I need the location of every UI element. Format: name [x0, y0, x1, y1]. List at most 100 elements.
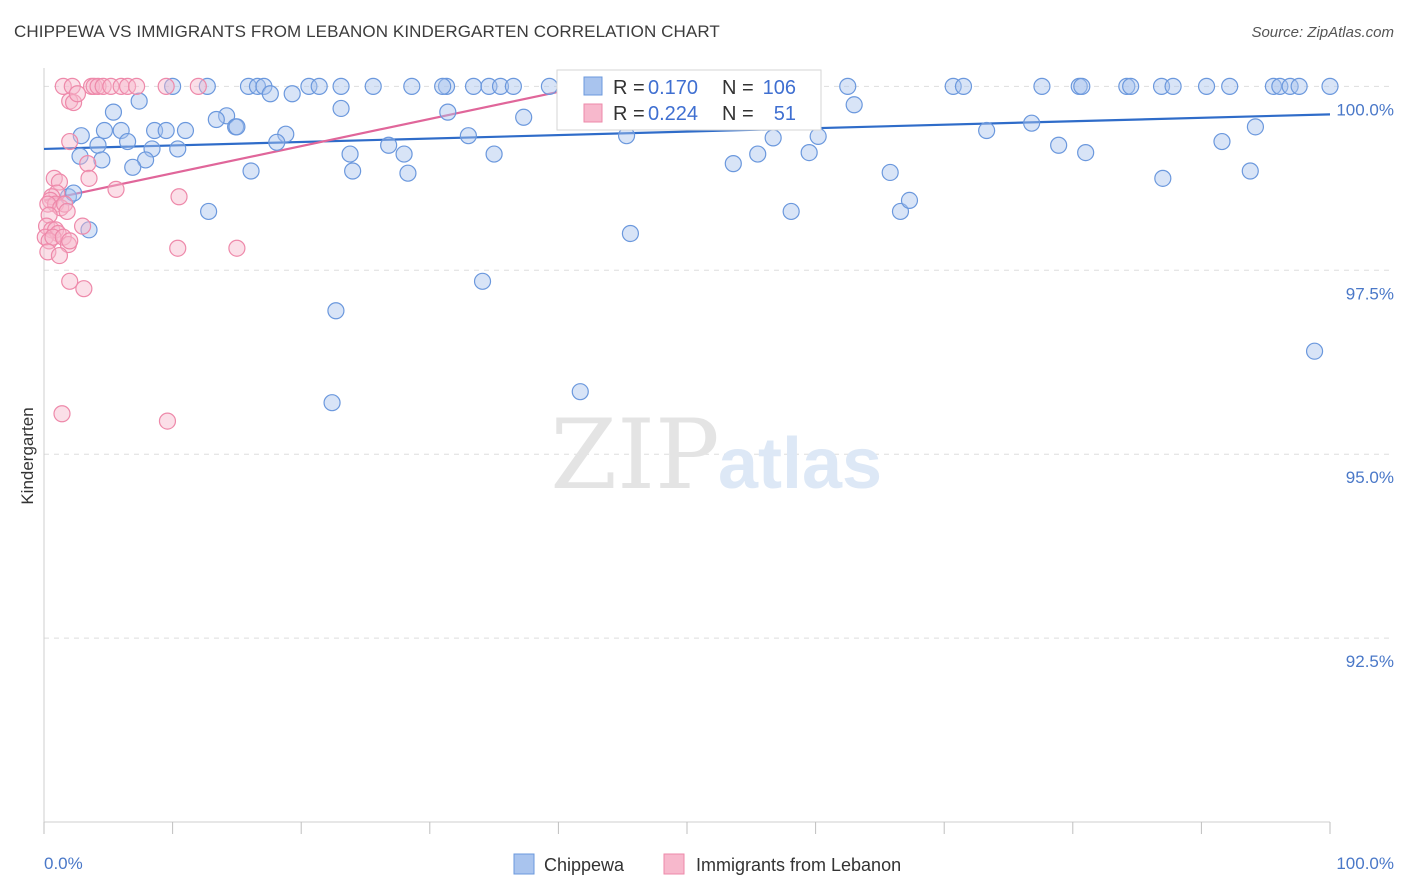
- y-tick-label: 97.5%: [1346, 284, 1394, 303]
- watermark-zip: ZIP: [550, 399, 719, 511]
- chippewa-point: [1050, 136, 1068, 154]
- chippewa-point: [364, 77, 382, 95]
- legend-r-value: 0.224: [648, 103, 698, 125]
- stats-legend: R = 0.170 N = 106 R = 0.224 N = 51: [556, 69, 822, 131]
- chippewa-point: [380, 136, 398, 154]
- chippewa-point: [207, 110, 225, 129]
- lebanon-point: [53, 405, 71, 423]
- legend-r-value: 0.170: [648, 77, 698, 99]
- chippewa-point: [459, 127, 477, 145]
- chippewa-point: [1197, 77, 1216, 95]
- chippewa-point: [261, 85, 279, 103]
- chippewa-point: [1164, 77, 1182, 95]
- chippewa-point: [176, 121, 195, 140]
- bottom-legend: Chippewa Immigrants from Lebanon: [513, 853, 901, 875]
- x-tick-label-max: 100.0%: [1336, 854, 1394, 873]
- lebanon-point: [127, 77, 146, 95]
- lebanon-point: [50, 173, 69, 191]
- chippewa-point: [978, 121, 996, 140]
- chippewa-point: [434, 77, 452, 95]
- chippewa-point: [198, 77, 216, 95]
- lebanon-point: [228, 239, 246, 257]
- chippewa-point: [130, 92, 148, 110]
- chippewa-point: [749, 145, 767, 163]
- chippewa-point: [95, 121, 114, 140]
- chippewa-point: [64, 184, 83, 202]
- trend-line-chippewa: [43, 113, 1331, 151]
- chippewa-point: [1281, 77, 1299, 95]
- lebanon-point: [64, 93, 83, 112]
- chippewa-point: [900, 191, 919, 210]
- lebanon-point: [157, 77, 175, 95]
- chippewa-point: [283, 85, 301, 103]
- chippewa-point: [268, 133, 286, 151]
- chippewa-point: [327, 302, 345, 320]
- chippewa-point: [881, 163, 899, 182]
- chippewa-point: [323, 394, 341, 412]
- chippewa-point: [169, 140, 187, 158]
- legend-swatch-lebanon: [583, 103, 603, 123]
- chippewa-point: [1213, 132, 1231, 151]
- chippewa-point: [439, 103, 457, 121]
- x-tick-label-min: 0.0%: [44, 854, 83, 873]
- chippewa-point: [341, 145, 359, 163]
- legend-row-lebanon: R = 0.224 N = 51: [583, 103, 796, 125]
- lebanon-point: [80, 169, 98, 187]
- chippewa-point: [164, 77, 182, 95]
- trend-line-lebanon: [43, 85, 585, 202]
- chippewa-point: [1118, 77, 1136, 95]
- y-axis-title: Kindergarten: [18, 407, 37, 504]
- chippewa-point: [1154, 169, 1172, 187]
- lebanon-point: [79, 155, 97, 173]
- legend-swatch-chippewa: [583, 76, 603, 96]
- chippewa-point: [839, 77, 857, 95]
- chippewa-point: [1221, 77, 1239, 95]
- chippewa-point: [118, 132, 137, 151]
- chippewa-point: [571, 383, 589, 401]
- chippewa-point: [1290, 77, 1308, 95]
- legend-row-chippewa: R = 0.170 N = 106: [583, 76, 796, 99]
- chart-title: CHIPPEWA VS IMMIGRANTS FROM LEBANON KIND…: [14, 22, 720, 41]
- chippewa-point: [1241, 162, 1259, 180]
- chippewa-point: [891, 202, 910, 221]
- chippewa-point: [954, 77, 973, 95]
- chippewa-point: [485, 145, 503, 163]
- chippewa-point: [395, 145, 413, 163]
- y-tick-label: 92.5%: [1346, 652, 1394, 671]
- bottom-legend-label-chippewa: Chippewa: [544, 855, 625, 875]
- chippewa-point: [437, 77, 456, 95]
- legend-r-label: R =: [613, 103, 645, 125]
- legend-n-value: 51: [774, 103, 796, 125]
- legend-n-label: N =: [722, 103, 754, 125]
- lebanon-point: [40, 206, 58, 224]
- chippewa-point: [491, 77, 510, 95]
- lebanon-point: [68, 85, 87, 103]
- lebanon-point: [75, 280, 93, 298]
- chippewa-point: [1073, 77, 1091, 95]
- chippewa-point: [1321, 77, 1339, 95]
- trend-layer: [43, 85, 1331, 202]
- chippewa-point: [1023, 114, 1041, 132]
- lebanon-point: [61, 272, 79, 290]
- lebanon-point: [169, 239, 187, 257]
- legend-n-label: N =: [722, 77, 754, 99]
- chippewa-point: [93, 151, 111, 169]
- chippewa-point: [310, 77, 328, 95]
- lebanon-point: [170, 188, 188, 206]
- lebanon-point: [61, 232, 79, 250]
- chippewa-point: [332, 77, 350, 95]
- y-tick-labels: 100.0% 97.5% 95.0% 92.5%: [1336, 100, 1394, 671]
- y-tick-label: 100.0%: [1336, 100, 1394, 119]
- chippewa-point: [1264, 77, 1283, 95]
- legend-n-value: 106: [763, 77, 796, 99]
- lebanon-point: [61, 132, 79, 151]
- points-layer: [36, 77, 1339, 430]
- lebanon-point: [85, 77, 103, 95]
- lebanon-point: [118, 77, 137, 95]
- lebanon-point: [73, 217, 92, 235]
- chippewa-point: [89, 136, 107, 154]
- chippewa-point: [1033, 77, 1051, 95]
- chippewa-point: [136, 151, 155, 169]
- chippewa-point: [124, 158, 142, 176]
